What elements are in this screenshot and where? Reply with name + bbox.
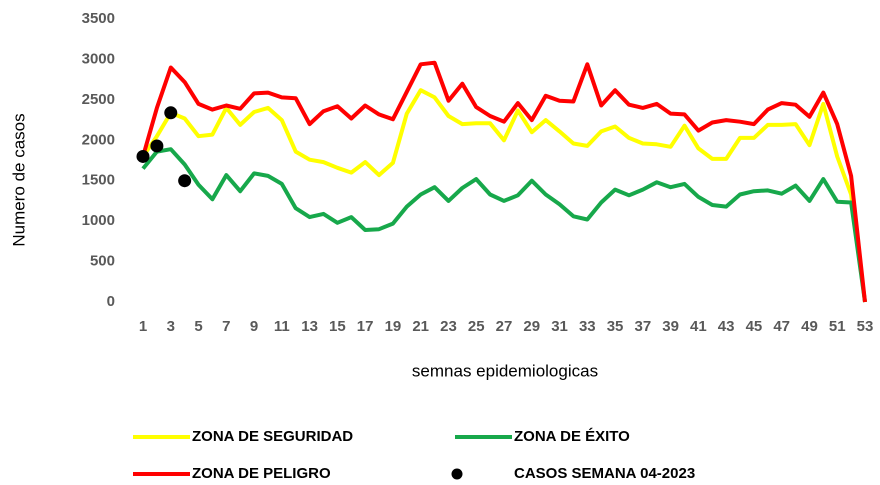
data-point [136,149,150,163]
y-axis-label: Numero de casos [9,113,28,246]
x-tick-label: 49 [801,318,818,335]
x-tick-label: 45 [746,318,763,335]
legend-label: CASOS SEMANA 04-2023 [514,465,695,482]
y-tick-label: 1000 [82,212,115,229]
y-tick-label: 1500 [82,172,115,189]
x-tick-label: 43 [718,318,735,335]
legend-label: ZONA DE SEGURIDAD [192,428,353,445]
y-tick-label: 2500 [82,91,115,108]
x-tick-label: 19 [385,318,402,335]
x-tick-label: 15 [329,318,346,335]
x-axis-label: semnas epidemiologicas [412,361,598,380]
y-tick-label: 3500 [82,10,115,27]
x-tick-label: 7 [222,318,230,335]
series-line [141,147,867,303]
x-tick-label: 37 [635,318,652,335]
x-tick-label: 29 [523,318,540,335]
data-point [164,106,178,120]
x-tick-label: 35 [607,318,624,335]
x-tick-label: 27 [496,318,513,335]
x-tick-label: 39 [662,318,679,335]
x-tick-label: 9 [250,318,258,335]
x-tick-label: 33 [579,318,596,335]
data-point [150,139,164,153]
x-tick-label: 25 [468,318,485,335]
y-tick-label: 2000 [82,131,115,148]
x-tick-label: 1 [139,318,147,335]
x-tick-label: 47 [773,318,790,335]
series-line [141,88,867,303]
legend-label: ZONA DE ÉXITO [514,428,630,445]
y-tick-label: 500 [90,253,115,270]
legend-label: ZONA DE PELIGRO [192,465,331,482]
x-tick-label: 31 [551,318,568,335]
x-tick-label: 51 [829,318,846,335]
x-tick-label: 17 [357,318,374,335]
data-point [178,174,192,188]
x-tick-label: 41 [690,318,707,335]
x-tick-label: 5 [194,318,202,335]
x-tick-label: 11 [274,318,290,335]
x-tick-label: 21 [412,318,429,335]
y-tick-label: 3000 [82,50,115,67]
x-tick-label: 53 [857,318,874,335]
legend-marker [451,468,463,480]
x-tick-label: 13 [301,318,318,335]
y-tick-label: 0 [107,293,115,310]
x-tick-label: 3 [167,318,175,335]
series-line [141,60,867,303]
x-tick-label: 23 [440,318,457,335]
